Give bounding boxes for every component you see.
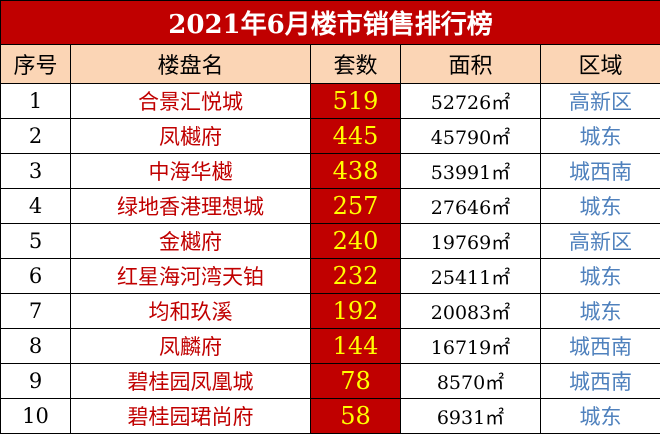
column-header: 区域 (540, 44, 660, 84)
area-cell: 27646㎡ (400, 188, 541, 224)
project-name-cell: 中海华樾 (70, 153, 311, 189)
ranking-table: 2021年6月楼市销售排行榜 序号 楼盘名 套数 面积 区域 1 合景汇悦城 519 5272… (0, 0, 660, 434)
units-cell: 519 (310, 83, 401, 119)
table-row: 1 合景汇悦城 519 52726㎡ 高新区 (0, 83, 660, 119)
area-cell: 6931㎡ (400, 398, 541, 434)
rank-cell: 8 (0, 328, 71, 364)
district-cell: 城西南 (540, 153, 660, 189)
project-name-cell: 合景汇悦城 (70, 83, 311, 119)
units-cell: 257 (310, 188, 401, 224)
table-row: 4 绿地香港理想城 257 27646㎡ 城东 (0, 188, 660, 224)
district-cell: 城西南 (540, 363, 660, 399)
district-cell: 高新区 (540, 83, 660, 119)
rank-cell: 2 (0, 118, 71, 154)
units-cell: 240 (310, 223, 401, 259)
units-cell: 192 (310, 293, 401, 329)
table-row: 5 金樾府 240 19769㎡ 高新区 (0, 223, 660, 259)
table-row: 7 均和玖溪 192 20083㎡ 城东 (0, 293, 660, 329)
units-cell: 445 (310, 118, 401, 154)
rank-cell: 7 (0, 293, 71, 329)
table-body: 1 合景汇悦城 519 52726㎡ 高新区 2 凤樾府 445 45790㎡ 城东 3 中海华樾 43… (0, 83, 660, 434)
column-header: 套数 (310, 44, 401, 84)
area-cell: 19769㎡ (400, 223, 541, 259)
area-cell: 52726㎡ (400, 83, 541, 119)
project-name-cell: 凤麟府 (70, 328, 311, 364)
title-row: 2021年6月楼市销售排行榜 (0, 0, 660, 45)
rank-cell: 5 (0, 223, 71, 259)
district-cell: 城东 (540, 398, 660, 434)
project-name-cell: 碧桂园凤凰城 (70, 363, 311, 399)
rank-cell: 1 (0, 83, 71, 119)
district-cell: 城西南 (540, 328, 660, 364)
units-cell: 438 (310, 153, 401, 189)
table-head: 2021年6月楼市销售排行榜 序号 楼盘名 套数 面积 区域 (0, 0, 660, 84)
table-row: 3 中海华樾 438 53991㎡ 城西南 (0, 153, 660, 189)
column-header: 面积 (400, 44, 541, 84)
project-name-cell: 凤樾府 (70, 118, 311, 154)
table-row: 9 碧桂园凤凰城 78 8570㎡ 城西南 (0, 363, 660, 399)
area-cell: 8570㎡ (400, 363, 541, 399)
rank-cell: 9 (0, 363, 71, 399)
units-cell: 78 (310, 363, 401, 399)
table-row: 10 碧桂园珺尚府 58 6931㎡ 城东 (0, 398, 660, 434)
project-name-cell: 金樾府 (70, 223, 311, 259)
units-cell: 58 (310, 398, 401, 434)
table-row: 8 凤麟府 144 16719㎡ 城西南 (0, 328, 660, 364)
project-name-cell: 红星海河湾天铂 (70, 258, 311, 294)
project-name-cell: 绿地香港理想城 (70, 188, 311, 224)
district-cell: 城东 (540, 188, 660, 224)
area-cell: 53991㎡ (400, 153, 541, 189)
district-cell: 高新区 (540, 223, 660, 259)
units-cell: 144 (310, 328, 401, 364)
area-cell: 25411㎡ (400, 258, 541, 294)
project-name-cell: 均和玖溪 (70, 293, 311, 329)
project-name-cell: 碧桂园珺尚府 (70, 398, 311, 434)
rank-cell: 6 (0, 258, 71, 294)
table-title: 2021年6月楼市销售排行榜 (0, 0, 660, 45)
table-row: 2 凤樾府 445 45790㎡ 城东 (0, 118, 660, 154)
table-row: 6 红星海河湾天铂 232 25411㎡ 城东 (0, 258, 660, 294)
header-row: 序号 楼盘名 套数 面积 区域 (0, 44, 660, 84)
rank-cell: 3 (0, 153, 71, 189)
area-cell: 16719㎡ (400, 328, 541, 364)
units-cell: 232 (310, 258, 401, 294)
district-cell: 城东 (540, 118, 660, 154)
column-header: 序号 (0, 44, 71, 84)
area-cell: 20083㎡ (400, 293, 541, 329)
district-cell: 城东 (540, 293, 660, 329)
rank-cell: 10 (0, 398, 71, 434)
rank-cell: 4 (0, 188, 71, 224)
district-cell: 城东 (540, 258, 660, 294)
column-header: 楼盘名 (70, 44, 311, 84)
area-cell: 45790㎡ (400, 118, 541, 154)
